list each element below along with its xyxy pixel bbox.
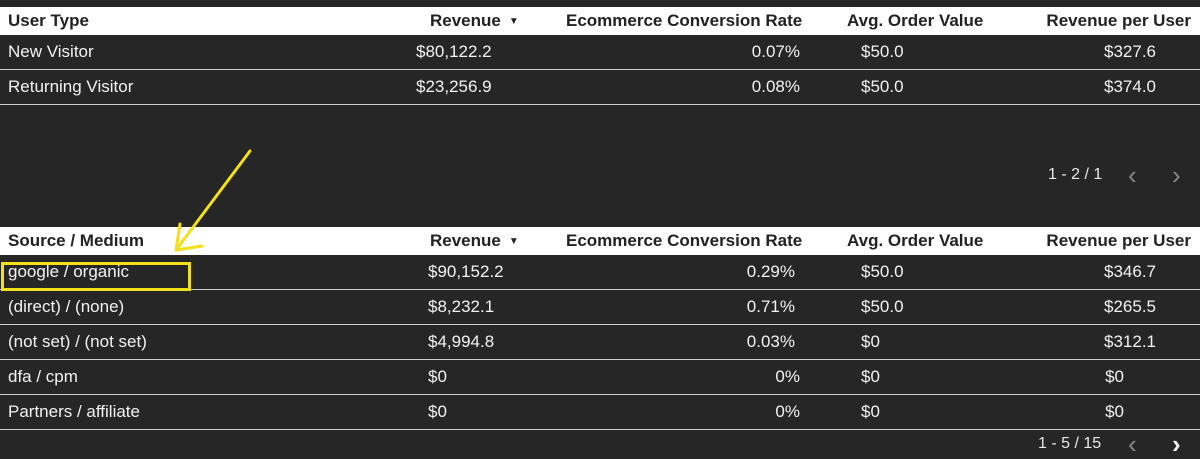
cell-conversion-rate: 0.29%	[746, 262, 795, 281]
cell-avg-order-value: $0	[861, 367, 880, 386]
cell-avg-order-value: $50.0	[861, 42, 904, 61]
user-type-table: User Type Revenue ▼ Ecommerce Conversion …	[0, 7, 1200, 105]
highlight-box	[1, 262, 191, 291]
cell-avg-order-value: $0	[861, 332, 880, 351]
cell-avg-order-value: $50.0	[861, 262, 904, 281]
cell-revenue: $4,994.8	[428, 332, 495, 351]
table-header: User Type Revenue ▼ Ecommerce Conversion …	[0, 7, 1200, 35]
header-conversion-rate[interactable]: Ecommerce Conversion Rate	[566, 11, 803, 30]
header-user-type[interactable]: User Type	[8, 11, 89, 30]
table-row: New Visitor $80,122.2 0.07% $50.0 $327.6	[0, 35, 1200, 70]
cell-revenue: $8,232.1	[428, 297, 495, 316]
table-row: Partners / affiliate $0 0% $0 $0	[0, 395, 1200, 430]
pager-range: 1 - 2 / 1	[1048, 166, 1103, 183]
cell-conversion-rate: 0.03%	[746, 332, 795, 351]
sort-down-icon: ▼	[508, 16, 519, 27]
cell-conversion-rate: 0%	[775, 402, 800, 421]
cell-conversion-rate: 0.07%	[751, 42, 800, 61]
cell-avg-order-value: $50.0	[861, 77, 904, 96]
cell-dimension: (direct) / (none)	[8, 297, 125, 316]
header-revenue-label: Revenue	[430, 11, 501, 30]
cell-dimension: (not set) / (not set)	[8, 332, 147, 351]
cell-revenue-per-user: $312.1	[1104, 332, 1156, 351]
chevron-left-icon[interactable]: ‹	[1128, 160, 1137, 190]
header-conversion-rate[interactable]: Ecommerce Conversion Rate	[566, 231, 803, 250]
header-revenue-per-user[interactable]: Revenue per User	[1046, 231, 1191, 250]
cell-dimension: google / organic	[8, 262, 129, 281]
cell-conversion-rate: 0.08%	[751, 77, 800, 96]
cell-revenue-per-user: $346.7	[1104, 262, 1156, 281]
table-row: google / organic $90,152.2 0.29% $50.0 $…	[0, 255, 1200, 290]
header-revenue-label: Revenue	[430, 231, 501, 250]
cell-revenue: $80,122.2	[416, 42, 492, 61]
cell-revenue: $0	[428, 402, 447, 421]
cell-revenue-per-user: $265.5	[1104, 297, 1156, 316]
cell-revenue: $0	[428, 367, 447, 386]
chevron-right-icon[interactable]: ›	[1172, 429, 1181, 459]
cell-dimension: New Visitor	[8, 42, 94, 61]
cell-avg-order-value: $0	[861, 402, 880, 421]
cell-dimension: Partners / affiliate	[8, 402, 140, 421]
cell-revenue-per-user: $327.6	[1104, 42, 1156, 61]
header-source-medium[interactable]: Source / Medium	[8, 231, 145, 250]
header-revenue[interactable]: Revenue ▼	[430, 227, 519, 256]
chevron-right-icon[interactable]: ›	[1172, 160, 1181, 190]
cell-avg-order-value: $50.0	[861, 297, 904, 316]
cell-conversion-rate: 0.71%	[746, 297, 795, 316]
table-row: dfa / cpm $0 0% $0 $0	[0, 360, 1200, 395]
sort-down-icon: ▼	[508, 236, 519, 247]
cell-conversion-rate: 0%	[775, 367, 800, 386]
chevron-left-icon[interactable]: ‹	[1128, 429, 1137, 459]
table-row: Returning Visitor $23,256.9 0.08% $50.0 …	[0, 70, 1200, 105]
cell-revenue-per-user: $0	[1105, 367, 1124, 386]
cell-revenue-per-user: $0	[1105, 402, 1124, 421]
cell-dimension: Returning Visitor	[8, 77, 134, 96]
header-revenue[interactable]: Revenue ▼	[430, 7, 519, 36]
cell-revenue-per-user: $374.0	[1104, 77, 1156, 96]
pager-source-medium: 1 - 5 / 15 ‹ ›	[1030, 429, 1200, 459]
cell-revenue: $90,152.2	[428, 262, 504, 281]
header-revenue-per-user[interactable]: Revenue per User	[1046, 11, 1191, 30]
header-avg-order-value[interactable]: Avg. Order Value	[847, 231, 984, 250]
table-row: (direct) / (none) $8,232.1 0.71% $50.0 $…	[0, 290, 1200, 325]
source-medium-table: Source / Medium Revenue ▼ Ecommerce Conve…	[0, 227, 1200, 430]
table-row: (not set) / (not set) $4,994.8 0.03% $0 …	[0, 325, 1200, 360]
table-header: Source / Medium Revenue ▼ Ecommerce Conve…	[0, 227, 1200, 255]
pager-user-type: 1 - 2 / 1 ‹ ›	[1040, 160, 1200, 190]
cell-revenue: $23,256.9	[416, 77, 492, 96]
pager-range: 1 - 5 / 15	[1038, 435, 1102, 452]
header-avg-order-value[interactable]: Avg. Order Value	[847, 11, 984, 30]
cell-dimension: dfa / cpm	[8, 367, 78, 386]
